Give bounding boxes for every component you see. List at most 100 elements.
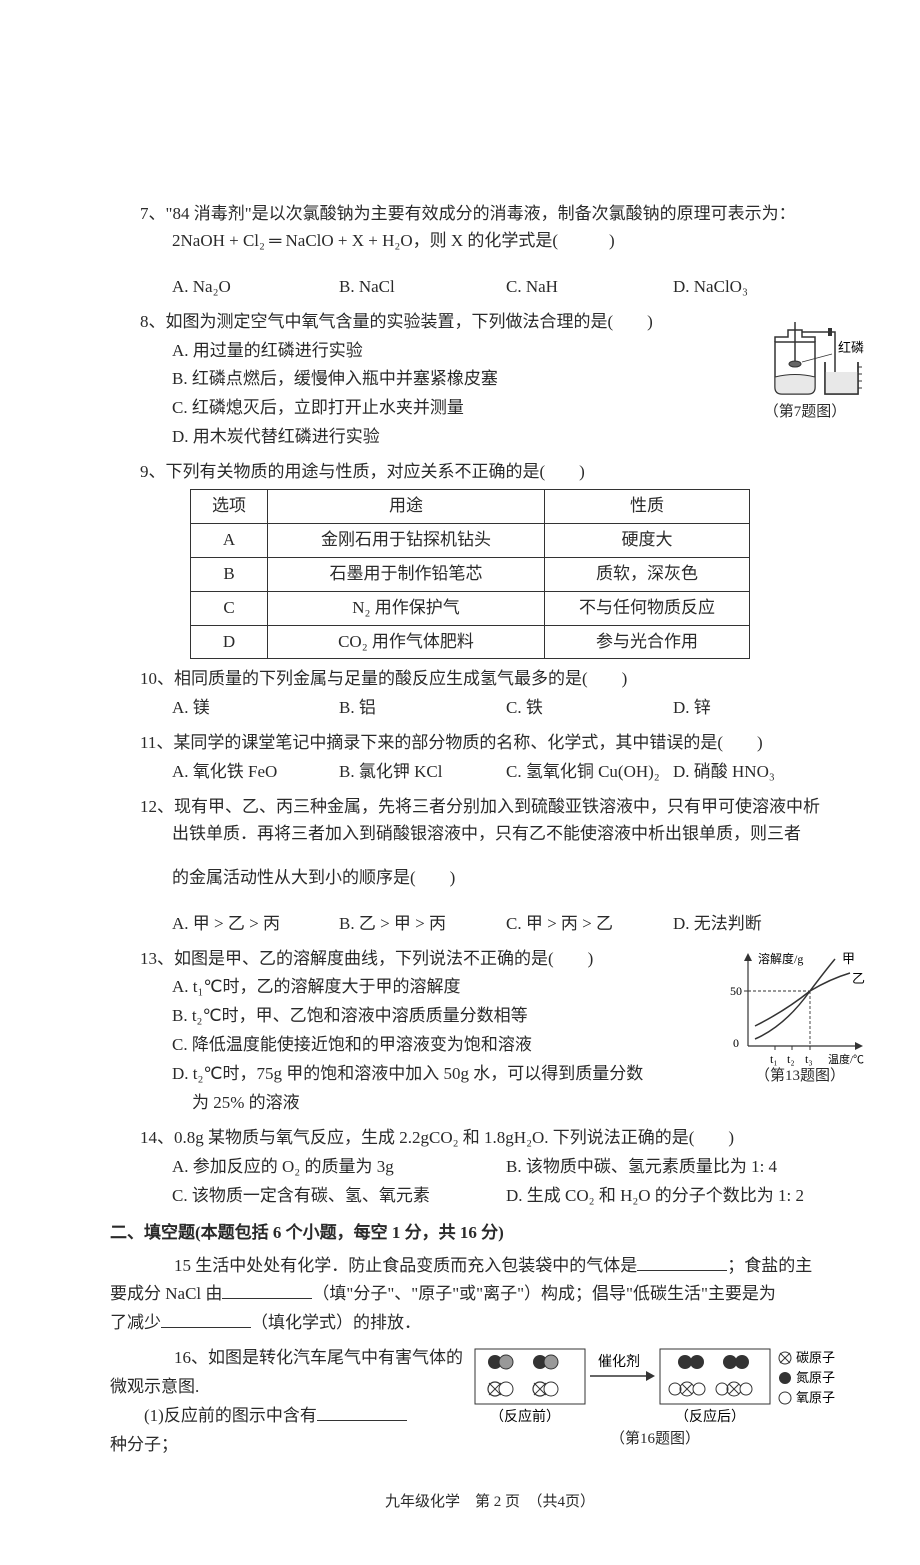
q16-blank-1 [317,1403,407,1421]
q10-options: A. 镁 B. 铝 C. 铁 D. 锌 [140,694,840,723]
exam-page: 7、"84 消毒剂"是以次氯酸钠为主要有效成分的消毒液，制备次氯酸钠的原理可表示… [0,0,920,1565]
q16-line1: 16、如图是转化汽车尾气中有害气体的 [140,1344,470,1373]
q13-option-d2: 为 25% 的溶液 [140,1089,840,1118]
q14-option-a: A. 参加反应的 O₂ 的质量为 3g [172,1153,506,1182]
q9-r3-c2: 参与光合作用 [545,625,750,659]
q15-l2b: （填"分子"、"原子"或"离子"）构成；倡导"低碳生活"主要是为 [312,1284,776,1303]
q11-option-a: A. 氧化铁 FeO [172,758,339,787]
q11-option-b: B. 氯化钾 KCl [339,758,506,787]
section-2-title: 二、填空题(本题包括 6 个小题，每空 1 分，共 16 分) [110,1219,840,1248]
q11-option-c: C. 氢氧化铜 Cu(OH)₂ [506,758,673,787]
q9-r0-c1: 金刚石用于钻探机钻头 [268,523,545,557]
q14-option-d: D. 生成 CO₂ 和 H₂O 的分子个数比为 1: 2 [506,1182,840,1211]
q12-line3: 的金属活动性从大到小的顺序是( ) [140,864,840,893]
q7-option-d: D. NaClO₃ [673,273,840,302]
q11-text: 11、某同学的课堂笔记中摘录下来的部分物质的名称、化学式，其中错误的是( ) [140,729,840,758]
svg-text:（反应后）: （反应后） [675,1408,745,1425]
q14-text: 14、0.8g 某物质与氧气反应，生成 2.2gCO₂ 和 1.8gH₂O. 下… [140,1124,840,1153]
svg-text:碳原子: 碳原子 [796,1350,835,1365]
q15-blank-3 [161,1310,251,1328]
q9-r2-c0: C [191,591,268,625]
q10-option-a: A. 镁 [172,694,339,723]
figure-13: 0 50 甲 乙 溶解度/g 温度/℃ t₁ t₂ t₃ [730,951,870,1090]
q9-r2-c2: 不与任何物质反应 [545,591,750,625]
q10-text: 10、相同质量的下列金属与足量的酸反应生成氢气最多的是( ) [140,665,840,694]
q11-options: A. 氧化铁 FeO B. 氯化钾 KCl C. 氢氧化铜 Cu(OH)₂ D.… [140,758,840,787]
q8-option-d: D. 用木炭代替红磷进行实验 [140,423,840,452]
q7-option-c: C. NaH [506,273,673,302]
q11-option-d: D. 硝酸 HNO₃ [673,758,840,787]
q14-option-c: C. 该物质一定含有碳、氢、氧元素 [172,1182,506,1211]
q9-r0-c0: A [191,523,268,557]
figure-7: 红磷 （第7题图） [740,302,870,426]
question-8: 红磷 （第7题图） 8、如图为测定空气中氧气含量的实验装置，下列做法合理的是( … [140,308,840,452]
q15-blank-2 [222,1281,312,1299]
q10-option-d: D. 锌 [673,694,840,723]
q14-options: A. 参加反应的 O₂ 的质量为 3g B. 该物质中碳、氢元素质量比为 1: … [140,1153,840,1211]
q9-r1-c1: 石墨用于制作铅笔芯 [268,557,545,591]
question-14: 14、0.8g 某物质与氧气反应，生成 2.2gCO₂ 和 1.8gH₂O. 下… [140,1124,840,1211]
q9-table: 选项 用途 性质 A 金刚石用于钻探机钻头 硬度大 B 石墨用于制作铅笔芯 质软… [190,489,750,659]
svg-text:（反应前）: （反应前） [490,1408,560,1425]
q7-text: 7、"84 消毒剂"是以次氯酸钠为主要有效成分的消毒液，制备次氯酸钠的原理可表示… [140,200,840,229]
q12-line2: 出铁单质．再将三者加入到硝酸银溶液中，只有乙不能使溶液中析出银单质，则三者 [140,820,840,849]
q9-r3-c0: D [191,625,268,659]
q8-option-c: C. 红磷熄灭后，立即打开止水夹并测量 [140,394,840,423]
q10-option-c: C. 铁 [506,694,673,723]
q8-option-b: B. 红磷点燃后，缓慢伸入瓶中并塞紧橡皮塞 [140,365,840,394]
fig13-caption: （第13题图） [730,1064,870,1090]
q15-blank-1 [637,1253,727,1271]
q16-line2: 微观示意图. [110,1373,470,1402]
svg-text:乙: 乙 [852,971,865,986]
q8-option-a: A. 用过量的红磷进行实验 [140,337,840,366]
q15-l2a: 要成分 NaCl 由 [110,1284,222,1303]
q15-l1b: ；食盐的主 [727,1256,812,1275]
page-footer: 九年级化学 第 2 页 （共4页） [140,1490,840,1516]
question-10: 10、相同质量的下列金属与足量的酸反应生成氢气最多的是( ) A. 镁 B. 铝… [140,665,840,723]
svg-text:0: 0 [733,1036,739,1050]
q9-r1-c2: 质软，深灰色 [545,557,750,591]
figure-16: （反应前） 催化剂 [470,1344,840,1453]
q9-text: 9、下列有关物质的用途与性质，对应关系不正确的是( ) [140,458,840,487]
q14-option-b: B. 该物质中碳、氢元素质量比为 1: 4 [506,1153,840,1182]
q9-r2-c1: N₂ 用作保护气 [268,591,545,625]
question-13: 0 50 甲 乙 溶解度/g 温度/℃ t₁ t₂ t₃ [140,945,840,1118]
q15-l3a: 了减少 [110,1313,161,1332]
q9-th-0: 选项 [191,490,268,524]
svg-text:溶解度/g: 溶解度/g [758,951,803,966]
q10-option-b: B. 铝 [339,694,506,723]
q8-text: 8、如图为测定空气中氧气含量的实验装置，下列做法合理的是( ) [140,308,840,337]
q16-line4: 种分子； [110,1431,470,1460]
question-15: 15 生活中处处有化学．防止食品变质而充入包装袋中的气体是；食盐的主 要成分 N… [140,1252,840,1339]
q7-options: A. Na₂O B. NaCl C. NaH D. NaClO₃ [140,273,840,302]
question-9: 9、下列有关物质的用途与性质，对应关系不正确的是( ) 选项 用途 性质 A 金… [140,458,840,659]
q9-th-1: 用途 [268,490,545,524]
q12-text: 12、现有甲、乙、丙三种金属，先将三者分别加入到硫酸亚铁溶液中，只有甲可使溶液中… [140,793,840,822]
svg-text:催化剂: 催化剂 [598,1354,640,1370]
q7-equation: 2NaOH + Cl₂ ═ NaClO + X + H₂O，则 X 的化学式是(… [140,227,840,256]
q16-line3a: (1)反应前的图示中含有 [144,1406,317,1425]
question-16: 16、如图是转化汽车尾气中有害气体的 微观示意图. (1)反应前的图示中含有 种… [140,1344,840,1460]
question-7: 7、"84 消毒剂"是以次氯酸钠为主要有效成分的消毒液，制备次氯酸钠的原理可表示… [140,200,840,302]
q9-r3-c1: CO₂ 用作气体肥料 [268,625,545,659]
q7-option-a: A. Na₂O [172,273,339,302]
q12-option-c: C. 甲 > 丙 > 乙 [506,910,673,939]
q12-option-b: B. 乙 > 甲 > 丙 [339,910,506,939]
svg-text:氮原子: 氮原子 [796,1370,835,1385]
q7-option-b: B. NaCl [339,273,506,302]
svg-text:50: 50 [730,984,742,998]
q9-r0-c2: 硬度大 [545,523,750,557]
q12-options: A. 甲 > 乙 > 丙 B. 乙 > 甲 > 丙 C. 甲 > 丙 > 乙 D… [140,910,840,939]
fig7-caption: （第7题图） [740,400,870,426]
svg-text:氧原子: 氧原子 [796,1390,835,1405]
q12-option-a: A. 甲 > 乙 > 丙 [172,910,339,939]
question-12: 12、现有甲、乙、丙三种金属，先将三者分别加入到硫酸亚铁溶液中，只有甲可使溶液中… [140,793,840,939]
q9-th-2: 性质 [545,490,750,524]
question-11: 11、某同学的课堂笔记中摘录下来的部分物质的名称、化学式，其中错误的是( ) A… [140,729,840,787]
q15-l1a: 15 生活中处处有化学．防止食品变质而充入包装袋中的气体是 [174,1256,637,1275]
q9-r1-c0: B [191,557,268,591]
svg-text:甲: 甲 [842,951,855,966]
q15-l3b: （填化学式）的排放． [251,1313,421,1332]
fig16-caption: （第16题图） [470,1427,840,1453]
q12-option-d: D. 无法判断 [673,910,840,939]
